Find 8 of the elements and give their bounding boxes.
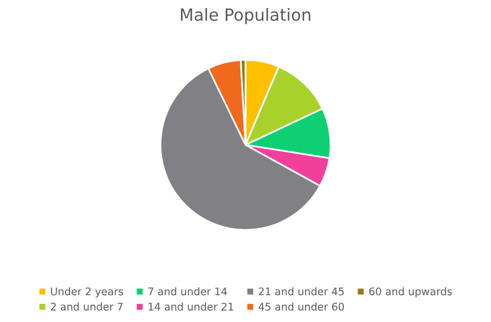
- chart-title: Male Population: [180, 8, 310, 24]
- legend-label: 7 and under 14: [148, 287, 227, 296]
- legend-label: 2 and under 7: [50, 302, 123, 311]
- legend-label: 45 and under 60: [258, 302, 344, 311]
- legend-label: 21 and under 45: [258, 287, 344, 296]
- legend-label: 14 and under 21: [148, 302, 234, 311]
- legend-label: Under 2 years: [51, 287, 124, 298]
- legend-label: 60 and upwards: [369, 287, 452, 298]
